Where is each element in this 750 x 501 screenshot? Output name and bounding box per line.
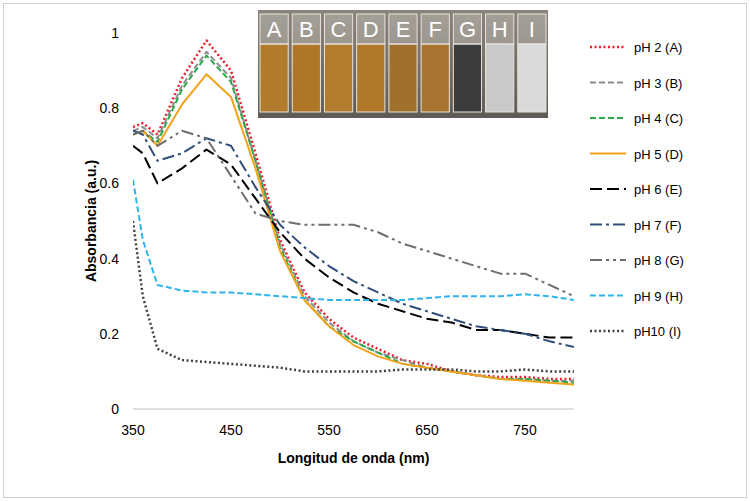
cuvette-label: A xyxy=(267,17,282,42)
legend-label: pH 2 (A) xyxy=(634,40,682,55)
legend-swatch xyxy=(590,188,626,190)
cuvette-top xyxy=(389,14,417,44)
cuvette-label: D xyxy=(363,17,379,42)
cuvette-top xyxy=(324,14,352,44)
cuvette-label: H xyxy=(492,17,508,42)
cuvette-top xyxy=(260,14,288,44)
series-line xyxy=(133,221,574,371)
cuvette-top xyxy=(486,14,514,44)
cuvette xyxy=(357,44,385,112)
cuvette xyxy=(453,44,481,112)
cuvette xyxy=(260,44,288,112)
cuvette-top xyxy=(357,14,385,44)
chart: 0 0.2 0.4 0.6 0.8 1 350 450 550 650 750 Longitud de… xyxy=(0,0,750,501)
x-axis-line xyxy=(133,409,574,410)
cuvette xyxy=(421,44,449,112)
cuvette-top xyxy=(421,14,449,44)
legend-swatch xyxy=(590,295,626,297)
cuvette xyxy=(486,44,514,112)
series-line xyxy=(133,146,574,338)
cuvette xyxy=(292,44,320,112)
cuvette-top xyxy=(292,14,320,44)
x-tick-label: 650 xyxy=(415,422,439,438)
legend-swatch xyxy=(590,82,626,84)
chart-frame xyxy=(4,4,747,498)
legend-swatch xyxy=(590,117,626,119)
cuvette-top xyxy=(453,14,481,44)
series-line xyxy=(133,131,574,296)
y-tick-label: 0 xyxy=(111,401,119,417)
series-line xyxy=(133,74,574,384)
y-tick-label: 0.6 xyxy=(100,175,120,191)
legend-label: pH 6 (E) xyxy=(634,182,682,197)
cuvette-label: F xyxy=(428,17,441,42)
cuvette-top xyxy=(518,14,546,44)
cuvette-label: I xyxy=(529,17,535,42)
cuvette-label: B xyxy=(299,17,314,42)
x-tick-label: 450 xyxy=(219,422,243,438)
x-axis-title: Longitud de onda (nm) xyxy=(278,450,430,466)
y-tick-label: 0.2 xyxy=(100,326,120,342)
x-tick-label: 550 xyxy=(317,422,341,438)
inset-photo xyxy=(258,10,548,118)
legend-swatch xyxy=(590,224,626,226)
legend-swatch xyxy=(590,330,626,333)
y-tick-label: 0.8 xyxy=(100,100,120,116)
cuvette xyxy=(324,44,352,112)
x-tick-label: 350 xyxy=(121,422,145,438)
series-line xyxy=(133,131,574,347)
y-tick-label: 1 xyxy=(111,25,119,41)
legend-swatch xyxy=(590,153,626,155)
legend-label: pH 3 (B) xyxy=(634,76,682,91)
cuvette-label: E xyxy=(396,17,411,42)
y-axis-title: Absorbancia (a.u.) xyxy=(83,160,99,282)
legend-label: pH 7 (F) xyxy=(634,218,682,233)
legend-label: pH 4 (C) xyxy=(634,111,683,126)
cuvette xyxy=(518,44,546,112)
y-tick-label: 0.4 xyxy=(100,251,120,267)
legend-swatch xyxy=(590,259,626,261)
legend-label: pH10 (I) xyxy=(634,324,681,339)
x-tick-label: 750 xyxy=(513,422,537,438)
cuvette-label: G xyxy=(459,17,476,42)
cuvette-label: C xyxy=(331,17,347,42)
legend-label: pH 9 (H) xyxy=(634,289,683,304)
cuvette xyxy=(389,44,417,112)
legend-label: pH 5 (D) xyxy=(634,147,683,162)
legend-swatch xyxy=(590,46,626,49)
legend-label: pH 8 (G) xyxy=(634,253,684,268)
series-line xyxy=(133,180,574,300)
